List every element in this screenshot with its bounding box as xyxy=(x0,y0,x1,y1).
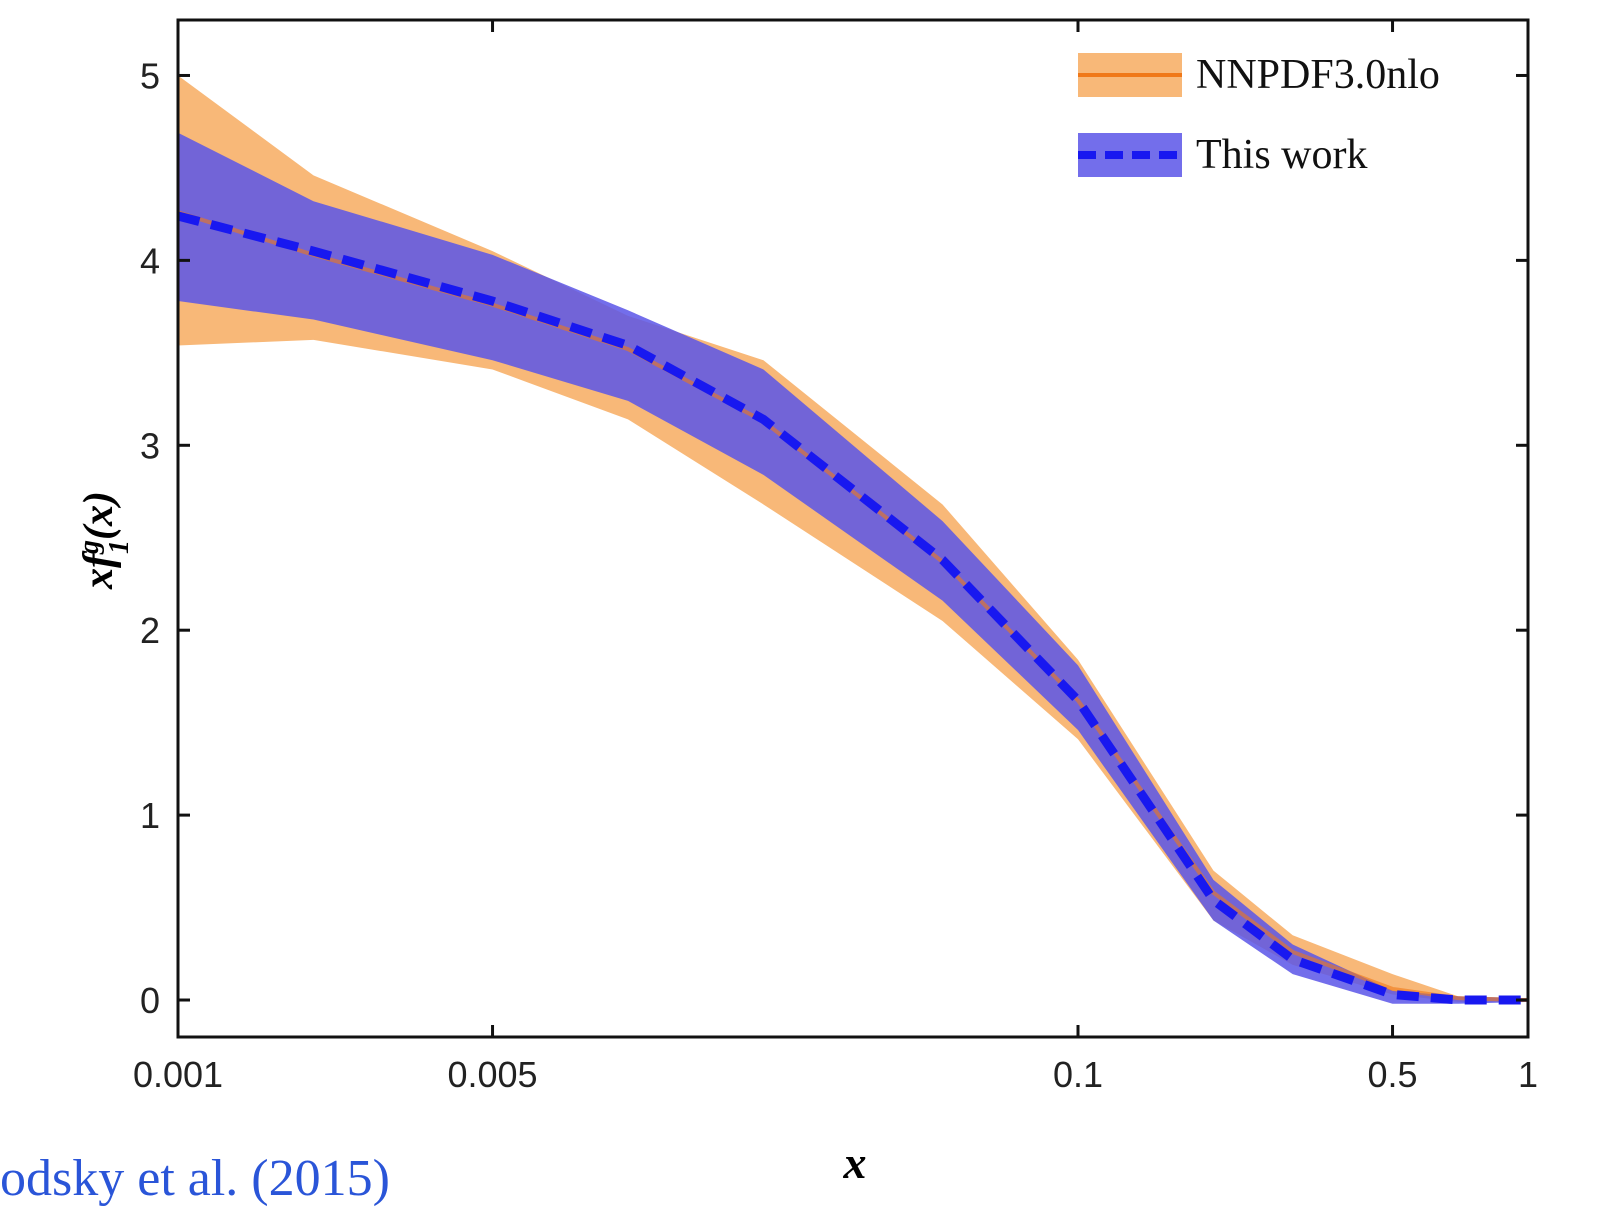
y-label-sub: 1 xyxy=(104,540,135,554)
y-tick-label: 4 xyxy=(140,240,160,281)
y-axis-label: xfg1(x) xyxy=(74,491,135,590)
x-tick-label: 0.5 xyxy=(1368,1054,1418,1095)
legend-label: NNPDF3.0nlo xyxy=(1196,52,1440,98)
y-tick-label: 3 xyxy=(140,425,160,466)
citation: odsky et al. (2015) xyxy=(0,1150,390,1207)
y-tick-label: 5 xyxy=(140,55,160,96)
error-band xyxy=(178,75,1528,1002)
x-tick-label: 0.1 xyxy=(1053,1054,1103,1095)
x-tick-label: 0.001 xyxy=(133,1054,223,1095)
y-tick-label: 1 xyxy=(140,795,160,836)
plot-frame xyxy=(176,18,1530,1039)
y-label-base: xf xyxy=(76,550,122,590)
y-label-sup: g xyxy=(74,540,105,555)
x-axis-label: x xyxy=(843,1137,867,1188)
x-tick-label: 1 xyxy=(1518,1054,1538,1095)
y-tick-label: 0 xyxy=(140,980,160,1021)
error-band xyxy=(178,132,1528,1004)
line xyxy=(177,210,1529,1003)
y-tick-label: 2 xyxy=(140,610,160,651)
x-tick-label: 0.005 xyxy=(447,1054,537,1095)
line xyxy=(176,211,1528,1005)
legend-label: This work xyxy=(1196,132,1368,178)
y-label-tail: (x) xyxy=(76,491,122,540)
